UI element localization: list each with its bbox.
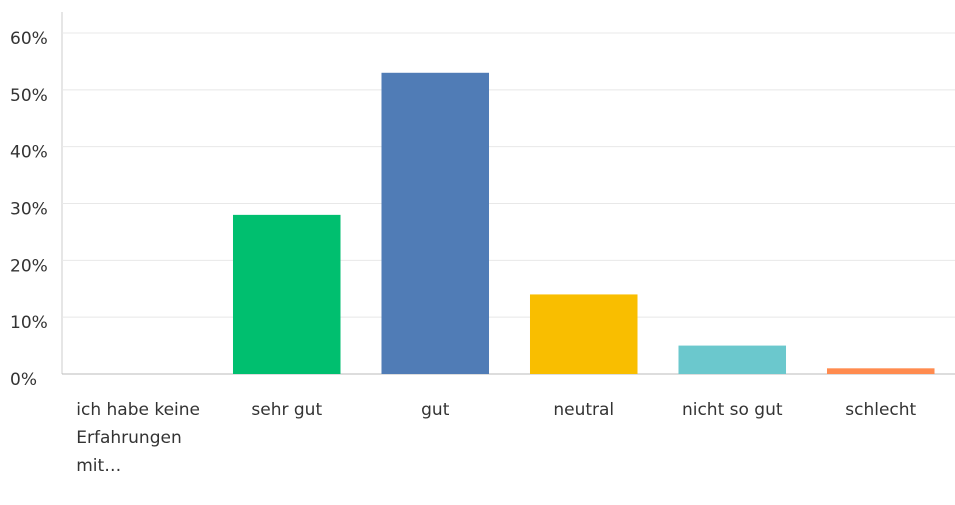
bar	[232, 214, 341, 374]
y-tick-label: 60%	[10, 29, 48, 49]
x-tick-label: ich habe keine Erfahrungen mit…	[76, 400, 200, 476]
x-tick-label: neutral	[553, 400, 615, 420]
x-tick-label: schlecht	[845, 400, 917, 420]
x-tick-label: nicht so gut	[681, 400, 783, 420]
bar	[529, 294, 638, 374]
bar	[381, 72, 490, 375]
bar	[826, 368, 935, 374]
y-tick-label: 0%	[10, 370, 37, 390]
y-tick-label: 30%	[10, 200, 48, 220]
x-tick-label: sehr gut	[251, 400, 323, 420]
x-tick-label: gut	[421, 400, 450, 420]
y-tick-label: 20%	[10, 256, 48, 276]
bar	[678, 345, 787, 374]
y-tick-label: 10%	[10, 313, 48, 333]
y-tick-label: 40%	[10, 143, 48, 163]
y-tick-label: 50%	[10, 86, 48, 106]
